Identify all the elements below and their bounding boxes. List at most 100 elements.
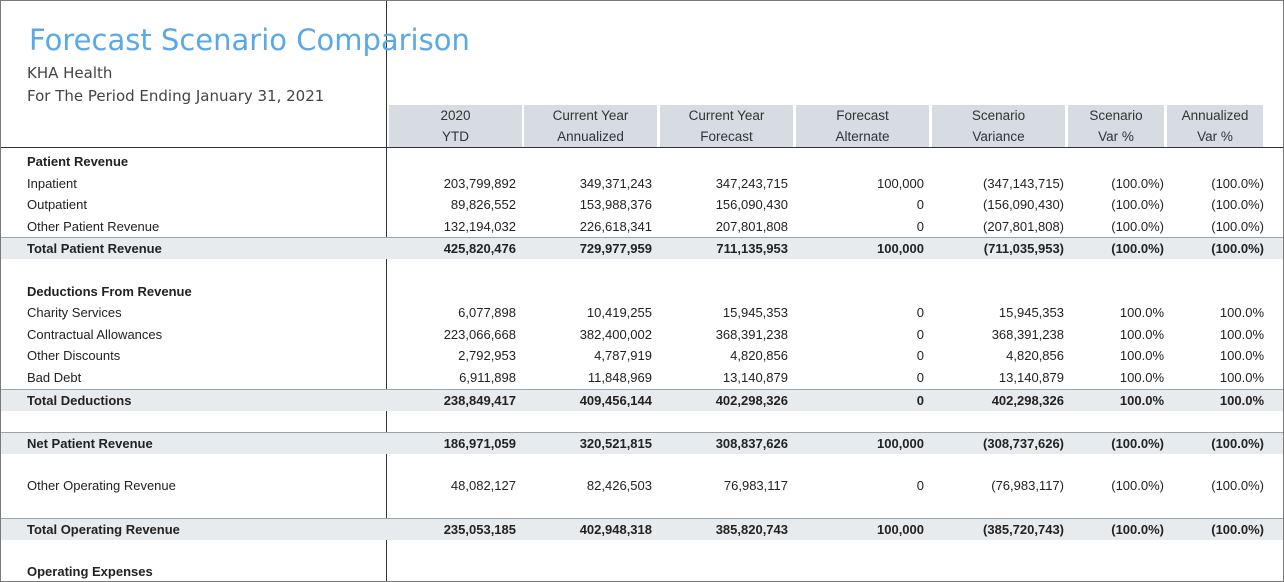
table-row: Inpatient 203,799,892 349,371,243 347,243,7…: [1, 173, 1283, 194]
row-label: Outpatient: [27, 197, 87, 213]
cell-value: 6,077,898: [458, 305, 516, 321]
cell-value: 425,820,476: [443, 241, 516, 257]
cell-value: 711,135,953: [716, 241, 788, 257]
cell-value: 402,298,326: [715, 392, 788, 408]
row-label: Other Operating Revenue: [27, 478, 176, 493]
row-label: Deductions From Revenue: [27, 283, 192, 299]
cell-value: 223,066,668: [443, 326, 516, 342]
cell-value: 226,618,341: [579, 218, 652, 234]
column-header-line1: Current Year: [688, 108, 765, 123]
row-label: Charity Services: [27, 305, 122, 321]
row-label: Inpatient: [27, 175, 77, 191]
cell-value: (100.0%): [1111, 522, 1164, 538]
section-header-row: Operating Expenses: [1, 561, 1283, 581]
company-name: KHA Health: [27, 64, 113, 82]
cell-value: 100.0%: [1119, 326, 1164, 342]
column-header: Current Year Annualized: [524, 105, 657, 147]
cell-value: (100.0%): [1211, 522, 1264, 538]
row-label: Net Patient Revenue: [27, 435, 153, 451]
column-header: Annualized Var %: [1167, 105, 1263, 147]
cell-value: 6,911,898: [459, 370, 516, 385]
cell-value: (100.0%): [1111, 478, 1164, 493]
cell-value: 320,521,815: [579, 435, 652, 451]
cell-value: (207,801,808): [983, 218, 1064, 234]
cell-value: 2,792,953: [458, 348, 516, 364]
cell-value: 382,400,002: [579, 326, 652, 342]
cell-value: (100.0%): [1211, 218, 1264, 234]
cell-value: 15,945,353: [722, 305, 788, 321]
cell-value: 308,837,626: [715, 435, 788, 451]
cell-value: 0: [916, 326, 924, 342]
column-header-line2: YTD: [442, 129, 469, 144]
column-header-line1: Scenario: [1089, 108, 1143, 123]
cell-value: (76,983,117): [991, 478, 1064, 493]
cell-value: 156,090,430: [715, 197, 788, 213]
cell-value: (100.0%): [1111, 241, 1164, 257]
total-row: Total Operating Revenue 235,053,185 402,94…: [1, 518, 1283, 541]
table-row: Other Discounts 2,792,953 4,787,919 4,820,8…: [1, 345, 1283, 366]
table-row: Outpatient 89,826,552 153,988,376 156,090,4…: [1, 194, 1283, 215]
column-header-line2: Alternate: [835, 129, 890, 144]
cell-value: 10,419,255: [586, 305, 652, 321]
column-header-line1: Current Year: [552, 108, 629, 123]
table-row: Charity Services 6,077,898 10,419,255 15,94…: [1, 302, 1283, 323]
cell-value: (347,143,715): [983, 175, 1064, 191]
section-header-row: Patient Revenue: [1, 151, 1283, 172]
cell-value: 368,391,238: [991, 326, 1064, 342]
cell-value: 402,298,326: [991, 392, 1064, 408]
cell-value: (100.0%): [1111, 435, 1164, 451]
cell-value: 4,820,856: [1006, 348, 1064, 364]
cell-value: 153,988,376: [579, 197, 652, 213]
column-header-line2: Var %: [1197, 129, 1233, 144]
header-divider: [1, 147, 1283, 148]
column-header: Scenario Variance: [932, 105, 1065, 147]
cell-value: 100.0%: [1119, 348, 1164, 364]
cell-value: 48,082,127: [450, 478, 516, 493]
cell-value: 100.0%: [1219, 305, 1264, 321]
cell-value: 207,801,808: [715, 218, 788, 234]
column-header-line1: Forecast: [836, 108, 889, 123]
cell-value: (100.0%): [1211, 175, 1264, 191]
cell-value: 186,971,059: [443, 435, 516, 451]
spacer-row: [1, 497, 1283, 518]
cell-value: 349,371,243: [579, 175, 652, 191]
row-label: Other Discounts: [27, 348, 121, 364]
cell-value: 235,053,185: [443, 522, 516, 538]
total-row: Net Patient Revenue 186,971,059 320,521,81…: [1, 431, 1283, 454]
row-label: Total Patient Revenue: [27, 241, 162, 257]
row-label: Patient Revenue: [27, 154, 129, 169]
table-row: Other Operating Revenue 48,082,127 82,426,…: [1, 475, 1283, 496]
cell-value: 0: [916, 305, 924, 321]
cell-value: (100.0%): [1211, 435, 1264, 451]
cell-value: 4,787,919: [594, 348, 652, 364]
cell-value: (385,720,743): [983, 522, 1064, 538]
cell-value: 100,000: [877, 435, 924, 451]
row-label: Bad Debt: [27, 370, 82, 385]
report-period: For The Period Ending January 31, 2021: [27, 87, 325, 105]
cell-value: 89,826,552: [450, 197, 516, 213]
cell-value: 100.0%: [1219, 348, 1264, 364]
cell-value: 11,848,969: [587, 370, 652, 385]
cell-value: 100.0%: [1119, 305, 1164, 321]
cell-value: 0: [916, 197, 924, 213]
cell-value: (100.0%): [1111, 175, 1164, 191]
cell-value: (100.0%): [1211, 241, 1264, 257]
spacer-row: [1, 410, 1283, 431]
row-label: Operating Expenses: [27, 564, 153, 580]
table-row: Other Patient Revenue 132,194,032 226,618,…: [1, 216, 1283, 237]
cell-value: 76,983,117: [723, 478, 788, 493]
cell-value: 100,000: [877, 241, 924, 257]
row-label: Contractual Allowances: [27, 326, 163, 342]
cell-value: 402,948,318: [579, 522, 652, 538]
cell-value: (156,090,430): [983, 197, 1064, 213]
cell-value: (308,737,626): [983, 435, 1064, 451]
cell-value: (100.0%): [1211, 197, 1264, 213]
cell-value: 13,140,879: [998, 370, 1064, 385]
column-header: 2020 YTD: [389, 105, 522, 147]
cell-value: (100.0%): [1211, 478, 1264, 493]
column-header-line2: Var %: [1098, 129, 1134, 144]
column-header: Current Year Forecast: [660, 105, 793, 147]
cell-value: 100.0%: [1119, 392, 1164, 408]
column-header: Forecast Alternate: [796, 105, 929, 147]
